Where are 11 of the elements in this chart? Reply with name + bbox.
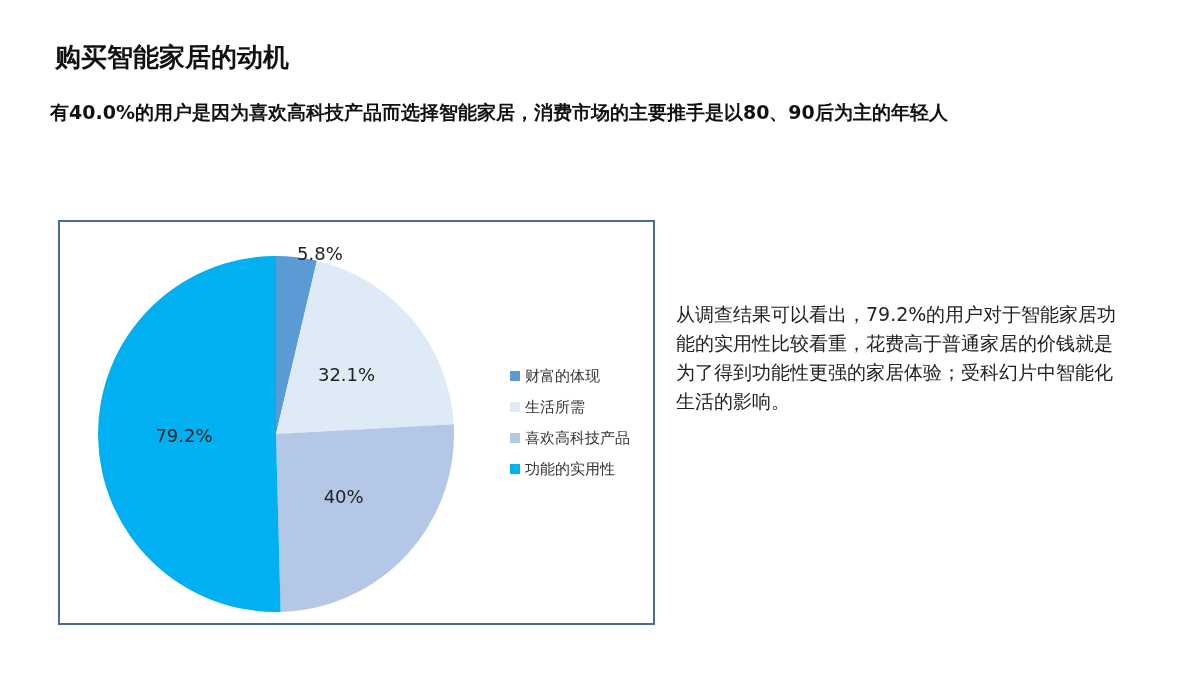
data-label: 79.2%	[155, 424, 213, 446]
data-label: 40%	[323, 485, 364, 507]
legend-label: 财富的体现	[525, 367, 600, 385]
data-label: 32.1%	[317, 364, 376, 386]
data-label: 5.8%	[297, 242, 343, 264]
legend-label: 生活所需	[525, 398, 585, 416]
chart-subtitle: 有40.0%的用户是因为喜欢高科技产品而选择智能家居，消费市场的主要推手是以80、90后为主的年轻人	[50, 100, 949, 125]
legend-label: 功能的实用性	[525, 460, 615, 478]
text: 从调查结果可以看出，79.2%的用户对于智能家居功能的实用性比较看重，花费高于普通家居的价钱就是为了得到功能性更强的家居体验；受科幻片中智能化生活的影响。	[676, 302, 1118, 414]
legend-label: 喜欢高科技产品	[525, 429, 630, 447]
chart-title: 购买智能家居的动机	[55, 41, 289, 74]
